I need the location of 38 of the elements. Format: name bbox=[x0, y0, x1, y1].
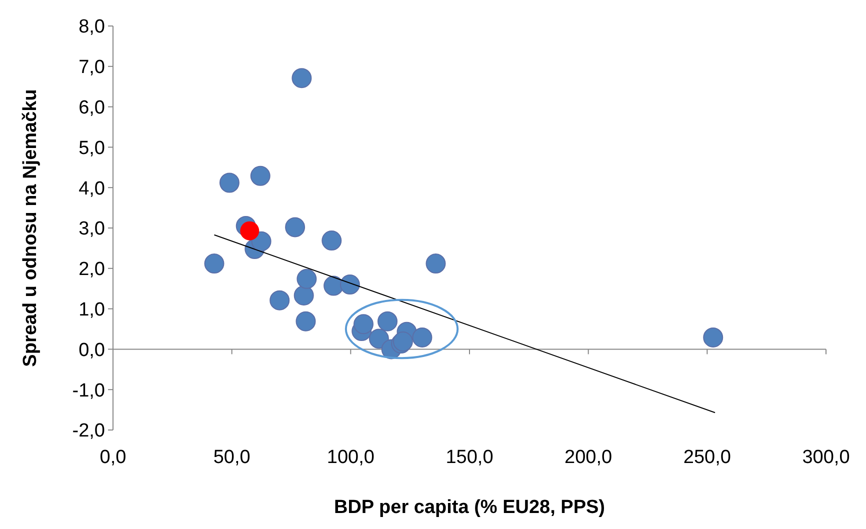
point bbox=[426, 254, 446, 274]
point bbox=[292, 68, 312, 88]
y-tick-label: 2,0 bbox=[78, 259, 105, 280]
point bbox=[354, 314, 374, 334]
point bbox=[322, 230, 342, 251]
x-tick-label: 300,0 bbox=[802, 447, 850, 468]
y-tick-label: 7,0 bbox=[78, 57, 105, 78]
x-tick-label: 0,0 bbox=[100, 447, 126, 468]
point bbox=[204, 254, 224, 274]
point bbox=[296, 268, 317, 289]
x-tick-label: 150,0 bbox=[446, 447, 494, 468]
point bbox=[340, 274, 360, 295]
x-tick-label: 50,0 bbox=[213, 447, 250, 468]
point bbox=[270, 290, 290, 310]
y-tick-label: 6,0 bbox=[78, 97, 105, 118]
point bbox=[703, 327, 724, 348]
y-tick-label: -2,0 bbox=[72, 420, 105, 442]
y-tick-label: 1,0 bbox=[78, 299, 105, 320]
point bbox=[240, 221, 260, 240]
y-tick-label: 8,0 bbox=[78, 16, 105, 38]
y-tick-label: 4,0 bbox=[78, 178, 105, 200]
point bbox=[296, 311, 316, 332]
x-axis-title: BDP per capita (% EU28, PPS) bbox=[334, 497, 606, 518]
x-tick-label: 200,0 bbox=[564, 447, 612, 468]
y-tick-label: 0,0 bbox=[78, 340, 105, 361]
x-tick-label: 250,0 bbox=[683, 447, 731, 468]
y-tick-label: 3,0 bbox=[78, 218, 105, 240]
point bbox=[368, 328, 389, 349]
y-tick-label: 5,0 bbox=[78, 138, 105, 159]
point bbox=[378, 311, 398, 332]
point bbox=[285, 217, 306, 238]
point bbox=[412, 327, 432, 348]
point bbox=[250, 166, 270, 186]
x-tick-label: 100,0 bbox=[326, 447, 374, 468]
y-axis-title: Spread u odnosu na Njemačku bbox=[20, 89, 41, 367]
point bbox=[219, 172, 240, 193]
y-tick-label: -1,0 bbox=[72, 380, 105, 402]
point bbox=[294, 285, 314, 306]
